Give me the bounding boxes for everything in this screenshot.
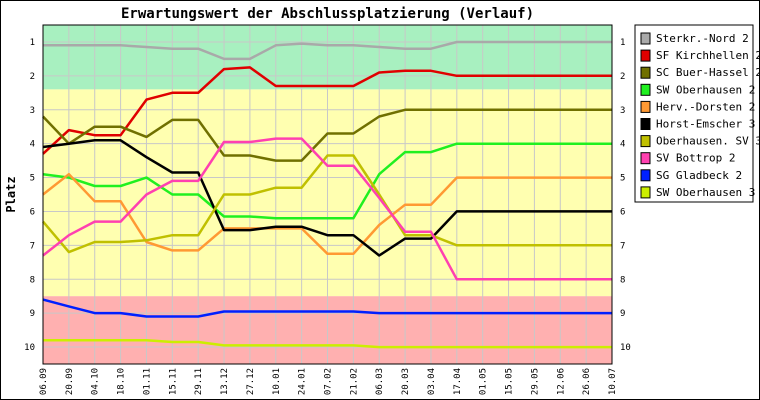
y-axis-label: Platz <box>4 176 18 212</box>
legend-swatch <box>640 66 651 79</box>
legend-label: SW Oberhausen 2 <box>656 83 755 96</box>
y-tick-label: 3 <box>620 106 625 116</box>
legend-label: SV Bottrop 2 <box>656 152 735 165</box>
legend: Sterkr.-Nord 2 SF Kirchhellen 2 SC Buer-Ha… <box>634 24 760 203</box>
y-tick-label: 6 <box>620 207 625 217</box>
chart-title: Erwartungswert der Abschlussplatzierung … <box>121 6 534 22</box>
series-line <box>42 172 612 256</box>
x-tick-label: 20.03 <box>401 368 411 395</box>
legend-label: SC Buer-Hassel 2 <box>656 66 760 79</box>
legend-label: Oberhausen. SV 3 <box>656 135 760 148</box>
x-tick-label: 15.05 <box>505 368 515 395</box>
x-tick-label: 13.12 <box>220 368 230 395</box>
y-ticks-left: 1 2 3 4 5 6 7 8 9 10 <box>24 38 35 353</box>
x-tick-label: 29.05 <box>530 368 540 395</box>
x-tick-label: 27.12 <box>246 368 256 395</box>
legend-swatch <box>640 100 651 113</box>
series-line <box>42 137 612 281</box>
y-ticks-right: 1 2 3 4 5 6 7 8 9 10 <box>620 38 631 353</box>
legend-label: Horst-Emscher 3 <box>656 118 755 131</box>
y-tick-label: 2 <box>620 72 625 82</box>
x-tick-label: 01.11 <box>142 368 152 395</box>
plot-border <box>42 24 613 365</box>
y-tick-label: 7 <box>620 241 625 251</box>
x-tick-label: 07.02 <box>324 368 334 395</box>
series-line <box>43 40 612 61</box>
y-tick-label: 7 <box>30 241 35 251</box>
x-tick-label: 12.06 <box>556 368 566 395</box>
y-tick-label: 10 <box>24 343 35 353</box>
x-tick-label: 29.11 <box>194 368 204 395</box>
series-line <box>42 298 612 318</box>
legend-label: SW Oberhausen 3 <box>656 186 755 199</box>
y-tick-label: 2 <box>30 72 35 82</box>
y-tick-label: 1 <box>620 38 625 48</box>
y-tick-label: 9 <box>30 309 35 319</box>
legend-box <box>634 24 754 203</box>
y-tick-label: 8 <box>30 275 35 285</box>
legend-swatch <box>640 135 651 148</box>
series-line <box>42 154 612 254</box>
x-tick-label: 24.01 <box>298 368 308 395</box>
x-tick-label: 21.02 <box>349 368 359 395</box>
y-tick-label: 4 <box>620 140 625 150</box>
series-lines <box>42 40 612 349</box>
legend-swatch <box>640 152 651 165</box>
legend-swatch <box>640 169 651 182</box>
legend-label: SG Gladbeck 2 <box>656 169 742 182</box>
y-tick-label: 3 <box>30 106 35 116</box>
legend-swatch <box>640 32 651 45</box>
y-tick-label: 1 <box>30 38 35 48</box>
x-tick-label: 06.03 <box>375 368 385 395</box>
x-tick-label: 10.01 <box>272 368 282 395</box>
x-ticks: 06.09 20.09 04.10 18.10 01.11 15.11 29.11 13.12… <box>39 368 618 395</box>
legend-label: Herv.-Dorsten 2 <box>656 100 755 113</box>
legend-swatch <box>640 49 651 62</box>
y-tick-label: 8 <box>620 275 625 285</box>
y-tick-label: 5 <box>620 174 625 184</box>
y-tick-label: 5 <box>30 174 35 184</box>
x-tick-label: 18.10 <box>117 368 127 395</box>
series-line <box>42 108 612 162</box>
x-tick-label: 20.09 <box>65 368 75 395</box>
series-line <box>42 66 612 155</box>
x-tick-label: 03.04 <box>427 368 437 395</box>
x-tick-label: 15.11 <box>168 368 178 395</box>
x-tick-label: 01.05 <box>479 368 489 395</box>
x-tick-label: 10.07 <box>608 368 618 395</box>
y-tick-label: 9 <box>620 309 625 319</box>
series-line <box>43 339 612 349</box>
legend-label: Sterkr.-Nord 2 <box>656 32 749 45</box>
x-tick-label: 04.10 <box>91 368 101 395</box>
y-tick-label: 4 <box>30 140 35 150</box>
y-tick-label: 6 <box>30 207 35 217</box>
x-tick-label: 17.04 <box>453 368 463 395</box>
x-tick-label: 26.06 <box>582 368 592 395</box>
legend-swatch <box>640 118 651 130</box>
legend-swatch <box>640 186 651 199</box>
series-line <box>42 139 612 257</box>
y-tick-label: 10 <box>620 343 631 353</box>
legend-label: SF Kirchhellen 2 <box>656 49 760 62</box>
x-tick-label: 06.09 <box>39 368 49 395</box>
legend-swatch <box>640 83 651 96</box>
series-line <box>42 142 612 220</box>
